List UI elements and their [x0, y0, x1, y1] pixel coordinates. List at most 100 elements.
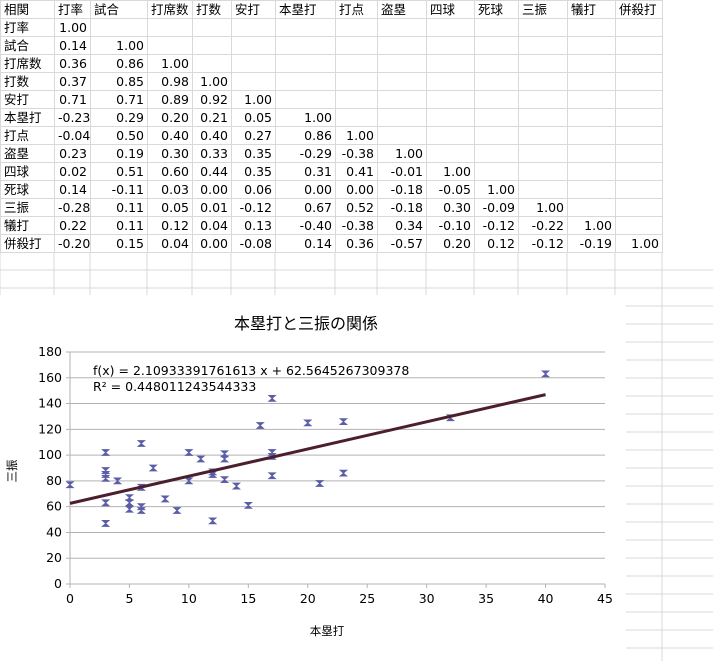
- column-header[interactable]: 併殺打: [615, 0, 663, 19]
- table-cell[interactable]: [426, 36, 475, 55]
- row-header[interactable]: 盗塁: [0, 144, 55, 163]
- table-cell[interactable]: [518, 108, 568, 127]
- table-cell[interactable]: 0.40: [192, 126, 232, 145]
- table-cell[interactable]: 0.34: [377, 216, 427, 235]
- table-cell[interactable]: -0.12: [518, 234, 568, 253]
- table-cell[interactable]: [335, 108, 378, 127]
- table-cell[interactable]: [615, 198, 663, 217]
- table-cell[interactable]: [567, 144, 616, 163]
- table-cell[interactable]: 1.00: [615, 234, 663, 253]
- table-cell[interactable]: [474, 36, 519, 55]
- table-cell[interactable]: [567, 198, 616, 217]
- table-cell[interactable]: [567, 108, 616, 127]
- table-cell[interactable]: 0.12: [474, 234, 519, 253]
- table-cell[interactable]: 1.00: [231, 90, 276, 109]
- table-cell[interactable]: [518, 126, 568, 145]
- table-cell[interactable]: [615, 126, 663, 145]
- table-cell[interactable]: 0.22: [54, 216, 91, 235]
- table-cell[interactable]: 0.71: [54, 90, 91, 109]
- table-cell[interactable]: 0.30: [426, 198, 475, 217]
- table-cell[interactable]: 0.00: [192, 180, 232, 199]
- column-header[interactable]: 本塁打: [275, 0, 336, 19]
- table-cell[interactable]: [192, 54, 232, 73]
- table-cell[interactable]: 0.51: [90, 162, 148, 181]
- table-cell[interactable]: 0.05: [147, 198, 193, 217]
- table-cell[interactable]: [335, 36, 378, 55]
- table-cell[interactable]: -0.01: [377, 162, 427, 181]
- scatter-chart[interactable]: 本塁打と三振の関係 f(x) = 2.10933391761613 x + 62…: [0, 295, 626, 661]
- row-header[interactable]: 犠打: [0, 216, 55, 235]
- column-header[interactable]: 盗塁: [377, 0, 427, 19]
- table-cell[interactable]: 0.20: [426, 234, 475, 253]
- table-cell[interactable]: [474, 126, 519, 145]
- table-cell[interactable]: [567, 54, 616, 73]
- column-header[interactable]: 四球: [426, 0, 475, 19]
- table-cell[interactable]: 1.00: [377, 144, 427, 163]
- table-cell[interactable]: [567, 162, 616, 181]
- table-cell[interactable]: 0.52: [335, 198, 378, 217]
- table-cell[interactable]: [426, 18, 475, 37]
- table-cell[interactable]: 0.36: [54, 54, 91, 73]
- table-cell[interactable]: [567, 126, 616, 145]
- table-cell[interactable]: [426, 54, 475, 73]
- table-cell[interactable]: [474, 18, 519, 37]
- table-cell[interactable]: [615, 72, 663, 91]
- table-cell[interactable]: [567, 90, 616, 109]
- table-cell[interactable]: 1.00: [518, 198, 568, 217]
- table-cell[interactable]: 0.14: [54, 180, 91, 199]
- table-cell[interactable]: [335, 18, 378, 37]
- table-cell[interactable]: [426, 126, 475, 145]
- column-header[interactable]: 打点: [335, 0, 378, 19]
- row-header[interactable]: 併殺打: [0, 234, 55, 253]
- table-cell[interactable]: [615, 90, 663, 109]
- table-cell[interactable]: 0.01: [192, 198, 232, 217]
- table-cell[interactable]: [615, 36, 663, 55]
- table-cell[interactable]: -0.11: [90, 180, 148, 199]
- table-cell[interactable]: [377, 90, 427, 109]
- table-cell[interactable]: 0.41: [335, 162, 378, 181]
- table-cell[interactable]: 0.06: [231, 180, 276, 199]
- table-cell[interactable]: 1.00: [567, 216, 616, 235]
- table-cell[interactable]: 0.00: [275, 180, 336, 199]
- table-cell[interactable]: [192, 18, 232, 37]
- table-cell[interactable]: 0.23: [54, 144, 91, 163]
- table-cell[interactable]: 0.44: [192, 162, 232, 181]
- table-cell[interactable]: [231, 72, 276, 91]
- table-cell[interactable]: [275, 18, 336, 37]
- row-header[interactable]: 打席数: [0, 54, 55, 73]
- table-cell[interactable]: 1.00: [426, 162, 475, 181]
- table-cell[interactable]: 0.86: [90, 54, 148, 73]
- table-cell[interactable]: -0.12: [474, 216, 519, 235]
- table-cell[interactable]: -0.57: [377, 234, 427, 253]
- table-cell[interactable]: [615, 216, 663, 235]
- table-cell[interactable]: [231, 54, 276, 73]
- table-cell[interactable]: [192, 36, 232, 55]
- table-cell[interactable]: -0.40: [275, 216, 336, 235]
- table-cell[interactable]: 0.35: [231, 162, 276, 181]
- table-cell[interactable]: 0.50: [90, 126, 148, 145]
- table-cell[interactable]: 0.12: [147, 216, 193, 235]
- table-cell[interactable]: 0.27: [231, 126, 276, 145]
- table-cell[interactable]: [377, 108, 427, 127]
- column-header[interactable]: 打数: [192, 0, 232, 19]
- table-cell[interactable]: 0.89: [147, 90, 193, 109]
- column-header[interactable]: 死球: [474, 0, 519, 19]
- table-cell[interactable]: [335, 72, 378, 91]
- row-header[interactable]: 三振: [0, 198, 55, 217]
- table-cell[interactable]: 0.00: [335, 180, 378, 199]
- table-cell[interactable]: [567, 36, 616, 55]
- column-header[interactable]: 試合: [90, 0, 148, 19]
- table-cell[interactable]: 0.13: [231, 216, 276, 235]
- table-cell[interactable]: 0.60: [147, 162, 193, 181]
- table-cell[interactable]: 0.67: [275, 198, 336, 217]
- row-header[interactable]: 打点: [0, 126, 55, 145]
- table-cell[interactable]: [615, 18, 663, 37]
- table-cell[interactable]: [615, 180, 663, 199]
- table-cell[interactable]: 0.20: [147, 108, 193, 127]
- table-cell[interactable]: 0.85: [90, 72, 148, 91]
- table-cell[interactable]: [518, 18, 568, 37]
- table-cell[interactable]: [231, 36, 276, 55]
- table-cell[interactable]: [567, 180, 616, 199]
- table-cell[interactable]: [377, 126, 427, 145]
- table-cell[interactable]: -0.22: [518, 216, 568, 235]
